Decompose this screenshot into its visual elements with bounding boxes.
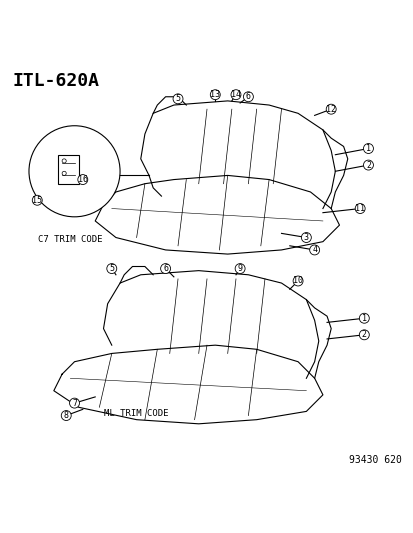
Circle shape — [363, 143, 373, 154]
Text: 5: 5 — [175, 94, 180, 103]
Circle shape — [292, 276, 302, 286]
Circle shape — [354, 204, 364, 214]
Circle shape — [61, 410, 71, 421]
Text: 1: 1 — [361, 314, 366, 323]
Circle shape — [107, 264, 116, 273]
Text: 2: 2 — [365, 160, 370, 169]
Text: 15: 15 — [32, 196, 42, 205]
Text: 93430 620: 93430 620 — [348, 455, 401, 465]
Circle shape — [235, 264, 244, 273]
Circle shape — [230, 90, 240, 100]
Text: ML TRIM CODE: ML TRIM CODE — [104, 409, 169, 418]
Circle shape — [325, 104, 335, 114]
Circle shape — [160, 264, 170, 273]
Text: 16: 16 — [78, 175, 88, 184]
Text: 1: 1 — [365, 144, 370, 153]
Text: 8: 8 — [64, 411, 69, 420]
Text: 9: 9 — [237, 264, 242, 273]
Text: 3: 3 — [303, 233, 308, 242]
Text: 4: 4 — [311, 245, 316, 254]
Text: 5: 5 — [109, 264, 114, 273]
Circle shape — [358, 330, 368, 340]
Circle shape — [69, 398, 79, 408]
Text: 6: 6 — [245, 92, 250, 101]
Text: 7: 7 — [72, 399, 77, 408]
Circle shape — [243, 92, 253, 102]
Text: 12: 12 — [325, 104, 335, 114]
Text: 11: 11 — [354, 204, 364, 213]
Circle shape — [358, 313, 368, 323]
Text: 14: 14 — [230, 90, 240, 99]
Circle shape — [363, 160, 373, 170]
Text: 10: 10 — [292, 277, 302, 286]
Circle shape — [210, 90, 220, 100]
Circle shape — [78, 175, 88, 184]
Text: ITL-620A: ITL-620A — [12, 72, 99, 90]
Text: C7 TRIM CODE: C7 TRIM CODE — [38, 236, 102, 245]
Circle shape — [301, 232, 311, 243]
Text: 6: 6 — [163, 264, 168, 273]
Circle shape — [32, 195, 42, 205]
Text: 2: 2 — [361, 330, 366, 340]
Text: 13: 13 — [210, 90, 220, 99]
Circle shape — [309, 245, 319, 255]
Circle shape — [29, 126, 120, 217]
Circle shape — [173, 94, 183, 104]
